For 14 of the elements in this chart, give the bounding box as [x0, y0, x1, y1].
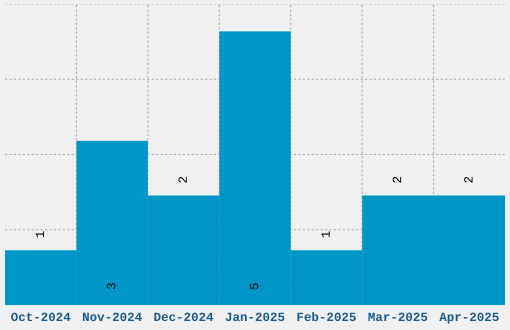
data-label: 2: [178, 176, 187, 183]
data-label: 1: [321, 231, 330, 238]
data-label: 3: [107, 283, 116, 290]
x-tick-label: Mar-2025: [368, 312, 428, 322]
x-tick-label: Feb-2025: [297, 312, 356, 322]
x-tick-label: Nov-2024: [82, 312, 142, 322]
data-label: 1: [36, 231, 44, 238]
data-label: 5: [250, 283, 258, 290]
data-label: 2: [464, 176, 473, 183]
x-tick-label: Dec-2024: [154, 312, 214, 322]
x-tick-label: Jan-2025: [226, 312, 284, 322]
data-label: 2: [392, 176, 402, 183]
x-tick-label: Apr-2025: [439, 312, 499, 324]
x-tick-label: Oct-2024: [11, 312, 70, 322]
